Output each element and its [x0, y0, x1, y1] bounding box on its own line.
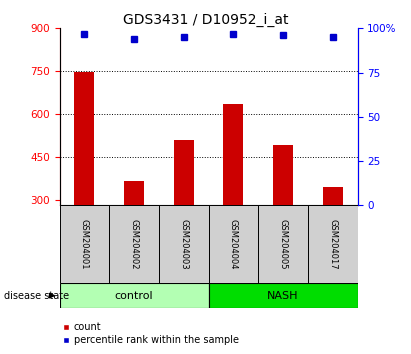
- Text: GSM204002: GSM204002: [129, 219, 139, 269]
- Text: disease state: disease state: [4, 291, 69, 301]
- Text: NASH: NASH: [267, 291, 299, 301]
- Text: control: control: [115, 291, 153, 301]
- Bar: [224, 104, 243, 205]
- Bar: [109, 205, 159, 283]
- Bar: [208, 205, 258, 283]
- Bar: [174, 140, 194, 205]
- Bar: [60, 205, 109, 283]
- Text: GSM204017: GSM204017: [328, 219, 337, 270]
- Bar: [323, 187, 343, 205]
- Legend: count, percentile rank within the sample: count, percentile rank within the sample: [58, 319, 243, 349]
- Bar: [273, 145, 293, 205]
- Text: GSM204004: GSM204004: [229, 219, 238, 269]
- Text: GDS3431 / D10952_i_at: GDS3431 / D10952_i_at: [123, 12, 288, 27]
- Text: GSM204003: GSM204003: [179, 219, 188, 270]
- Bar: [60, 283, 209, 308]
- Text: GSM204005: GSM204005: [279, 219, 288, 269]
- Bar: [74, 72, 95, 205]
- Bar: [308, 205, 358, 283]
- Bar: [159, 205, 208, 283]
- Bar: [208, 283, 358, 308]
- Text: GSM204001: GSM204001: [80, 219, 89, 269]
- Bar: [124, 181, 144, 205]
- Bar: [258, 205, 308, 283]
